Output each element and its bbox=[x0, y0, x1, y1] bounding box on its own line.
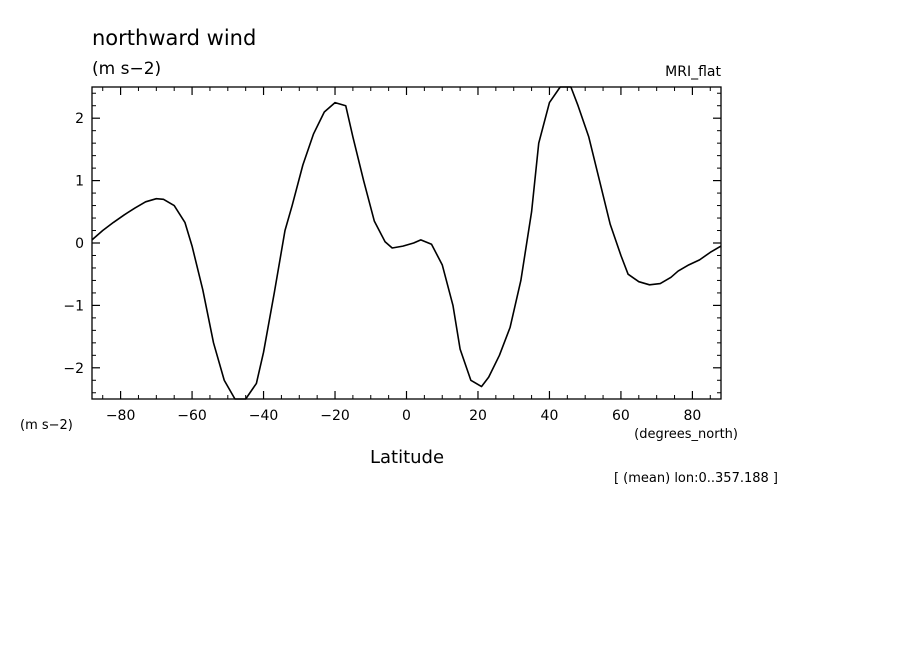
y-tick-label: 0 bbox=[75, 236, 84, 252]
x-axis-units: (degrees_north) bbox=[634, 427, 738, 442]
minor-ticks bbox=[92, 87, 721, 399]
x-tick-label: −40 bbox=[249, 408, 279, 424]
model-label: MRI_flat bbox=[665, 64, 721, 80]
units-label: (m s−2) bbox=[92, 59, 161, 79]
y-tick-label: −2 bbox=[63, 361, 84, 377]
chart-title: northward wind bbox=[92, 26, 256, 50]
y-tick-label: 2 bbox=[75, 111, 84, 127]
x-tick-label: −80 bbox=[106, 408, 136, 424]
x-tick-label: 20 bbox=[469, 408, 487, 424]
x-tick-label: 0 bbox=[402, 408, 411, 424]
x-tick-label: 40 bbox=[541, 408, 559, 424]
plot-area: −80 −60 −40 −20 0 20 40 60 80 −2 −1 0 1 2 bbox=[63, 86, 722, 424]
y-tick-label: −1 bbox=[63, 298, 84, 314]
x-tick-label: −20 bbox=[320, 408, 350, 424]
x-axis: −80 −60 −40 −20 0 20 40 60 80 bbox=[106, 87, 701, 424]
x-tick-label: 60 bbox=[612, 408, 630, 424]
x-tick-label: −60 bbox=[177, 408, 207, 424]
x-axis-label: Latitude bbox=[370, 447, 444, 468]
series-line bbox=[91, 86, 722, 400]
footnote: [ (mean) lon:0..357.188 ] bbox=[614, 471, 778, 486]
x-tick-label: 80 bbox=[683, 408, 701, 424]
y-axis-label: (m s−2) bbox=[20, 418, 73, 433]
y-tick-label: 1 bbox=[75, 174, 84, 190]
y-axis: −2 −1 0 1 2 bbox=[63, 111, 721, 377]
